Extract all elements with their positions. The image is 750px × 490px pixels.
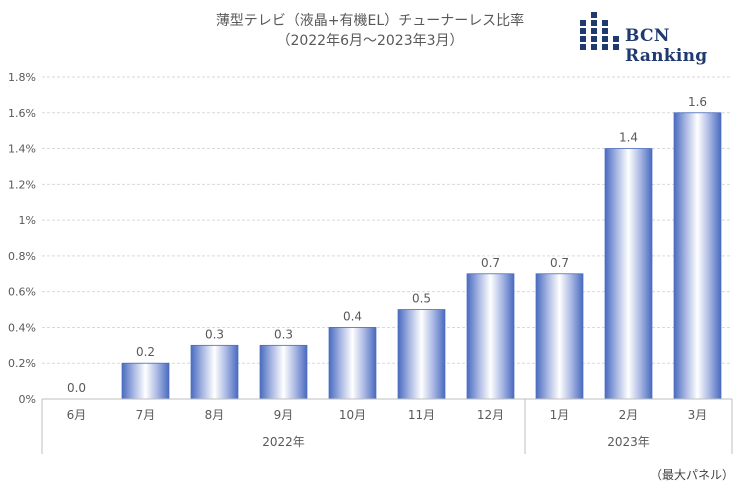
y-tick-label: 0.2%: [8, 357, 36, 370]
x-group-label: 2023年: [607, 435, 650, 449]
x-tick-label: 10月: [339, 408, 366, 422]
data-label: 0.7: [550, 256, 569, 270]
x-tick-label: 2月: [619, 408, 639, 422]
y-tick-label: 1.2%: [8, 178, 36, 191]
data-label: 0.5: [412, 292, 431, 306]
bar: [121, 362, 170, 400]
data-label: 0.4: [343, 309, 362, 323]
y-tick-label: 0.8%: [8, 250, 36, 263]
chart-title-line1: 薄型テレビ（液晶+有機EL）チューナーレス比率: [215, 13, 525, 29]
y-tick-label: 1%: [19, 214, 36, 227]
chart-title-line2: （2022年6月～2023年3月）: [276, 33, 464, 49]
x-tick-label: 6月: [67, 408, 87, 422]
data-label: 0.3: [205, 327, 224, 341]
x-tick-label: 1月: [550, 408, 570, 422]
x-tick-label: 9月: [274, 408, 294, 422]
data-label: 0.0: [67, 381, 86, 395]
x-tick-label: 8月: [205, 408, 225, 422]
bar: [259, 344, 308, 400]
data-label: 1.6: [688, 95, 707, 109]
y-tick-label: 1.6%: [8, 107, 36, 120]
data-label: 0.3: [274, 327, 293, 341]
x-group-label: 2022年: [262, 435, 305, 449]
data-label: 1.4: [619, 131, 638, 145]
y-tick-label: 0.4%: [8, 321, 36, 334]
bar: [328, 327, 377, 400]
bar: [673, 112, 722, 400]
bar: [466, 273, 515, 400]
bar: [190, 344, 239, 400]
bar: [604, 148, 653, 400]
x-tick-label: 7月: [136, 408, 156, 422]
y-tick-label: 0%: [19, 393, 36, 406]
y-tick-label: 1.4%: [8, 143, 36, 156]
data-label: 0.7: [481, 256, 500, 270]
footnote: （最大パネル）: [649, 468, 734, 482]
bcn-logo-text: BCN Ranking: [625, 26, 708, 66]
x-tick-label: 12月: [477, 408, 504, 422]
bar: [397, 309, 446, 400]
y-tick-label: 0.6%: [8, 286, 36, 299]
bar: [535, 273, 584, 400]
bcn-logo-icon: [580, 12, 619, 50]
data-label: 0.2: [136, 345, 155, 359]
x-tick-label: 11月: [408, 408, 435, 422]
x-tick-label: 3月: [688, 408, 708, 422]
y-tick-label: 1.8%: [8, 71, 36, 84]
